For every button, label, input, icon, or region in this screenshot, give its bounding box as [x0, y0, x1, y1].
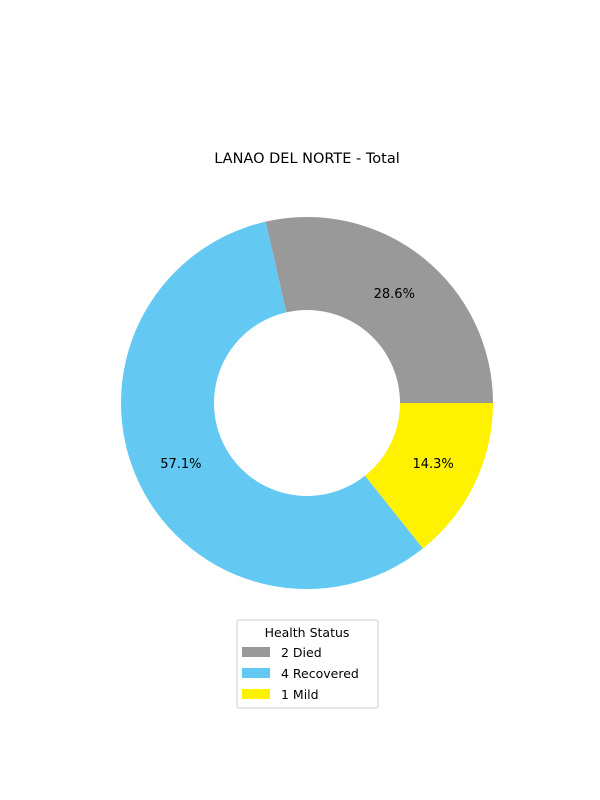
- chart-title: LANAO DEL NORTE - Total: [214, 151, 400, 167]
- legend-swatch-mild: [242, 689, 270, 699]
- pie-slices: [121, 217, 493, 590]
- legend: Health Status 2 Died 4 Recovered 1 Mild: [236, 619, 379, 709]
- legend-title: Health Status: [265, 625, 350, 640]
- pie-slice-mild: [364, 403, 493, 549]
- legend-swatch-recovered: [242, 668, 270, 678]
- pie-slice-recovered: [121, 221, 423, 590]
- pie-slice-died: [265, 217, 493, 404]
- pie-slice-labels: 28.6% 57.1% 14.3%: [160, 287, 454, 472]
- slice-label-mild: 14.3%: [412, 457, 453, 472]
- legend-box: [236, 619, 379, 709]
- legend-swatch-died: [242, 647, 270, 657]
- legend-entries: 2 Died 4 Recovered 1 Mild: [242, 645, 359, 702]
- legend-entry-mild: 1 Mild: [281, 687, 319, 702]
- legend-entry-recovered: 4 Recovered: [281, 666, 359, 681]
- slice-label-died: 28.6%: [374, 287, 415, 302]
- slice-label-recovered: 57.1%: [160, 457, 201, 472]
- legend-entry-died: 2 Died: [281, 645, 322, 660]
